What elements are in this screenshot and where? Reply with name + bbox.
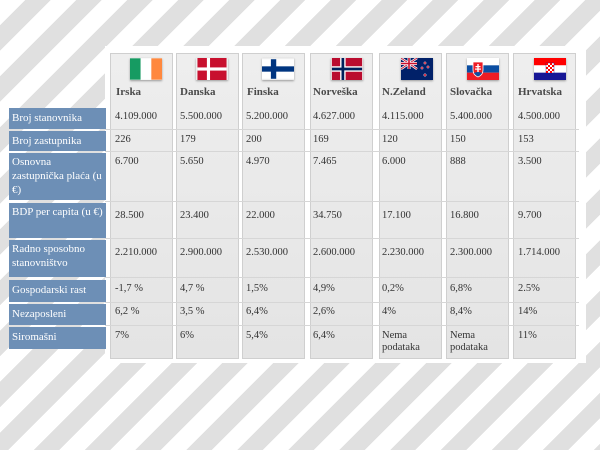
table-cell: 153 [518, 134, 534, 145]
table-cell: 169 [313, 134, 329, 145]
table-cell: 2.530.000 [246, 247, 288, 258]
table-cell: 17.100 [382, 210, 411, 221]
table-cell: 4% [382, 306, 396, 317]
row-label-unemployed: Nezaposleni [9, 304, 106, 325]
row-divider [105, 129, 579, 130]
country-name: Norveška [313, 86, 358, 98]
row-label-poor: Siromašni [9, 327, 106, 349]
table-cell: 6,4% [313, 330, 335, 341]
table-cell: 7.465 [313, 156, 337, 167]
table-cell: 6,2 % [115, 306, 140, 317]
table-cell: 11% [518, 330, 537, 341]
column-slovacka [446, 53, 509, 359]
table-cell: 5.650 [180, 156, 204, 167]
ireland-flag-icon [130, 58, 162, 80]
country-name: Irska [116, 86, 142, 98]
column-nzeland [379, 53, 442, 359]
country-name: N.Zeland [382, 86, 426, 98]
table-cell: 6.000 [382, 156, 406, 167]
table-cell: 16.800 [450, 210, 479, 221]
table-cell: 34.750 [313, 210, 342, 221]
column-hrvatska [513, 53, 576, 359]
finland-flag-icon [262, 58, 294, 80]
table-cell: 4.115.000 [382, 111, 424, 122]
country-name: Danska [180, 86, 216, 98]
table-cell: 4.109.000 [115, 111, 157, 122]
row-label-population: Broj stanovnika [9, 108, 106, 129]
row-divider [105, 302, 579, 303]
table-cell: 226 [115, 134, 131, 145]
table-cell: 150 [450, 134, 466, 145]
table-cell: 1.714.000 [518, 247, 560, 258]
country-name: Finska [247, 86, 279, 98]
table-cell: 179 [180, 134, 196, 145]
table-cell: -1,7 % [115, 283, 143, 294]
table-cell: 6,8% [450, 283, 472, 294]
row-label-working-age: Radno sposobno stanovništvo [9, 240, 106, 277]
row-label-gdp-per-capita: BDP per capita (u €) [9, 203, 106, 238]
table-cell: 28.500 [115, 210, 144, 221]
table-cell: 2,6% [313, 306, 335, 317]
table-cell: 4.970 [246, 156, 270, 167]
table-cell: 2.900.000 [180, 247, 222, 258]
table-cell: 888 [450, 156, 466, 167]
table-cell: 2.230.000 [382, 247, 424, 258]
denmark-flag-icon [196, 58, 228, 80]
table-cell: 4.500.000 [518, 111, 560, 122]
table-cell: 6,4% [246, 306, 268, 317]
column-finska [242, 53, 305, 359]
table-cell: 8,4% [450, 306, 472, 317]
table-cell: 4.627.000 [313, 111, 355, 122]
norway-flag-icon [331, 58, 363, 80]
table-cell: 1,5% [246, 283, 268, 294]
table-cell: 4,7 % [180, 283, 205, 294]
table-cell: 200 [246, 134, 262, 145]
table-cell: 6.700 [115, 156, 139, 167]
row-label-economic-growth: Gospodarski rast [9, 280, 106, 302]
table-cell: 5.500.000 [180, 111, 222, 122]
table-cell: 23.400 [180, 210, 209, 221]
table-cell: 2.210.000 [115, 247, 157, 258]
row-divider [105, 325, 579, 326]
table-cell: 14% [518, 306, 538, 317]
table-cell: 5,4% [246, 330, 268, 341]
table-cell: 9.700 [518, 210, 542, 221]
table-cell: 5.200.000 [246, 111, 288, 122]
table-cell: 2.300.000 [450, 247, 492, 258]
table-cell: 0,2% [382, 283, 404, 294]
table-cell: 2.600.000 [313, 247, 355, 258]
country-name: Hrvatska [518, 86, 562, 98]
column-norveska [310, 53, 373, 359]
country-name: Slovačka [450, 86, 493, 98]
table-cell: Nema podataka [382, 330, 420, 353]
row-divider [105, 201, 579, 202]
new-zealand-flag-icon [401, 58, 433, 80]
table-cell: Nema podataka [450, 330, 488, 353]
table-cell: 3.500 [518, 156, 542, 167]
column-irska [110, 53, 173, 359]
table-cell: 3,5 % [180, 306, 205, 317]
table-cell: 120 [382, 134, 398, 145]
table-cell: 4,9% [313, 283, 335, 294]
row-divider [105, 277, 579, 278]
table-cell: 2.5% [518, 283, 540, 294]
croatia-flag-icon [534, 58, 566, 80]
row-divider [105, 238, 579, 239]
table-cell: 7% [115, 330, 129, 341]
row-divider [105, 151, 579, 152]
table-cell: 22.000 [246, 210, 275, 221]
table-cell: 6% [180, 330, 194, 341]
table-cell: 5.400.000 [450, 111, 492, 122]
slovakia-flag-icon [467, 58, 499, 80]
row-label-representatives: Broj zastupnika [9, 131, 106, 151]
row-label-base-salary: Osnovna zastupnička plaća (u €) [9, 153, 106, 200]
column-danska [176, 53, 239, 359]
